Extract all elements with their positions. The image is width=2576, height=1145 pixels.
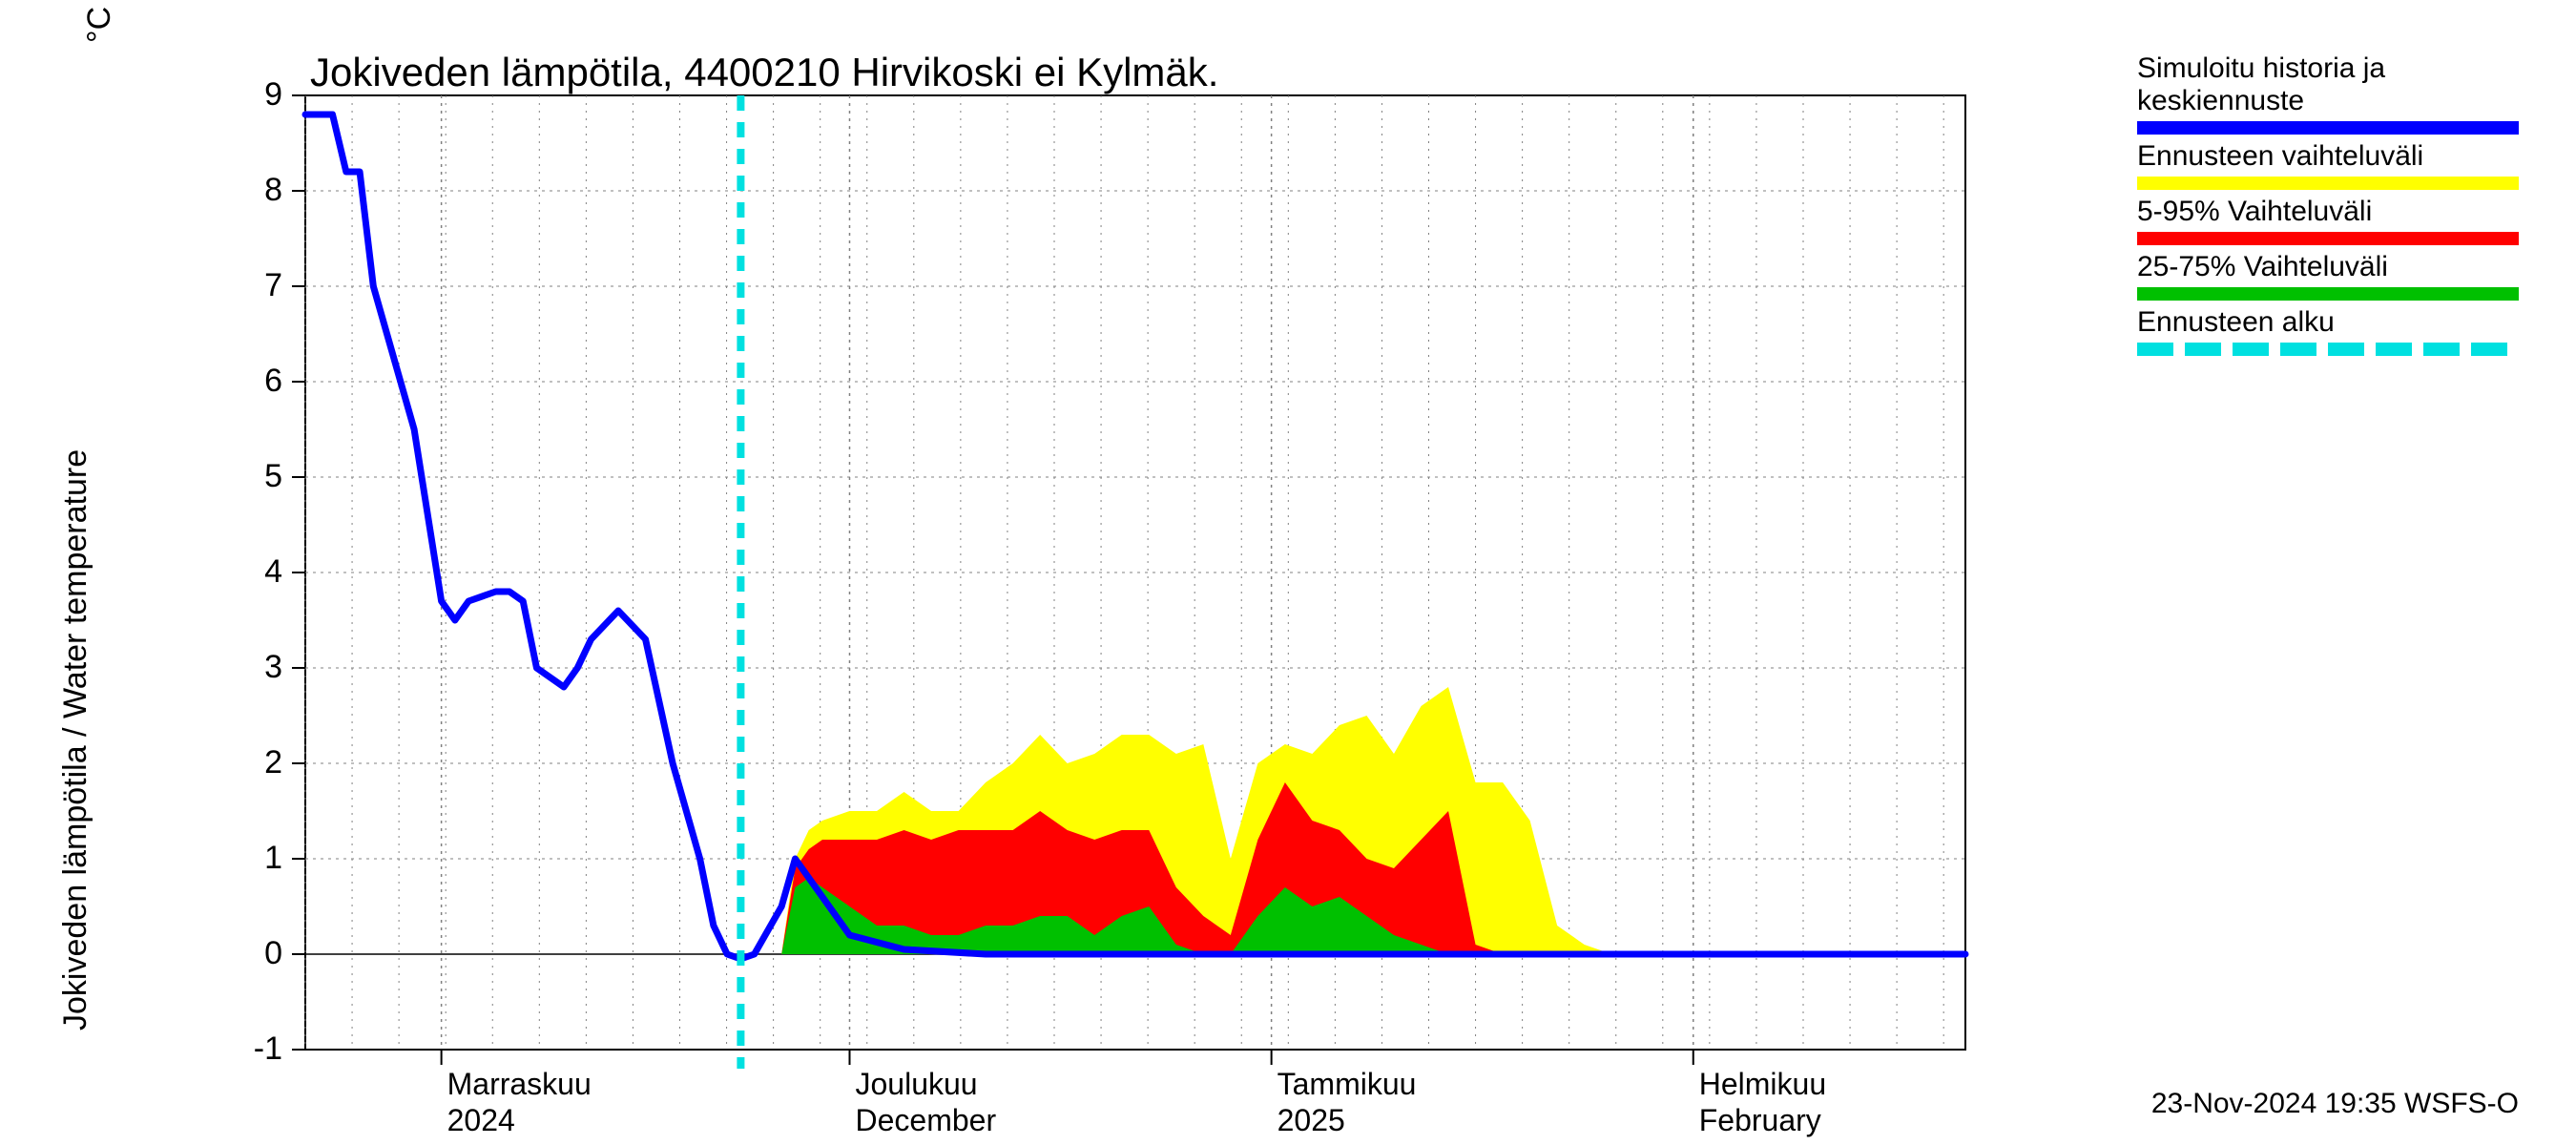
- chart-footer-timestamp: 23-Nov-2024 19:35 WSFS-O: [2151, 1088, 2519, 1120]
- x-tick-label-lower: 2024: [447, 1103, 515, 1138]
- legend-label: Ennusteen vaihteluväli: [2137, 140, 2519, 173]
- y-tick-label: -1: [254, 1030, 282, 1068]
- x-tick-label-lower: February: [1699, 1103, 1821, 1138]
- y-tick-label: 5: [264, 458, 282, 495]
- legend-swatch: [2137, 121, 2519, 135]
- x-tick-label-upper: Tammikuu: [1278, 1067, 1417, 1102]
- y-tick-label: 3: [264, 649, 282, 686]
- x-tick-label-upper: Joulukuu: [855, 1067, 977, 1102]
- x-tick-label-lower: December: [855, 1103, 996, 1138]
- legend-label: 5-95% Vaihteluväli: [2137, 196, 2519, 228]
- y-tick-label: 6: [264, 363, 282, 400]
- legend-item: 25-75% Vaihteluväli: [2137, 251, 2519, 301]
- legend-item: Simuloitu historia jakeskiennuste: [2137, 52, 2519, 135]
- y-tick-label: 2: [264, 744, 282, 781]
- legend-label: Ennusteen alku: [2137, 306, 2519, 339]
- y-tick-label: 0: [264, 935, 282, 972]
- y-tick-label: 9: [264, 76, 282, 114]
- legend-swatch: [2137, 177, 2519, 190]
- legend-label: keskiennuste: [2137, 85, 2519, 117]
- legend-swatch: [2137, 287, 2519, 301]
- legend-item: Ennusteen vaihteluväli: [2137, 140, 2519, 190]
- y-tick-label: 8: [264, 172, 282, 209]
- legend-item: 5-95% Vaihteluväli: [2137, 196, 2519, 245]
- x-tick-label-upper: Marraskuu: [447, 1067, 592, 1102]
- x-tick-label-lower: 2025: [1278, 1103, 1345, 1138]
- legend-label: Simuloitu historia ja: [2137, 52, 2519, 85]
- legend-item: Ennusteen alku: [2137, 306, 2519, 356]
- legend-label: 25-75% Vaihteluväli: [2137, 251, 2519, 283]
- legend-swatch: [2137, 232, 2519, 245]
- legend-swatch-dash: [2137, 343, 2519, 356]
- y-tick-label: 4: [264, 553, 282, 591]
- legend: Simuloitu historia jakeskiennuste Ennuste…: [2137, 52, 2519, 362]
- x-tick-label-upper: Helmikuu: [1699, 1067, 1826, 1102]
- chart-container: °C Jokiveden lämpötila / Water temperatu…: [0, 0, 2576, 1145]
- y-tick-label: 1: [264, 840, 282, 877]
- y-tick-label: 7: [264, 267, 282, 304]
